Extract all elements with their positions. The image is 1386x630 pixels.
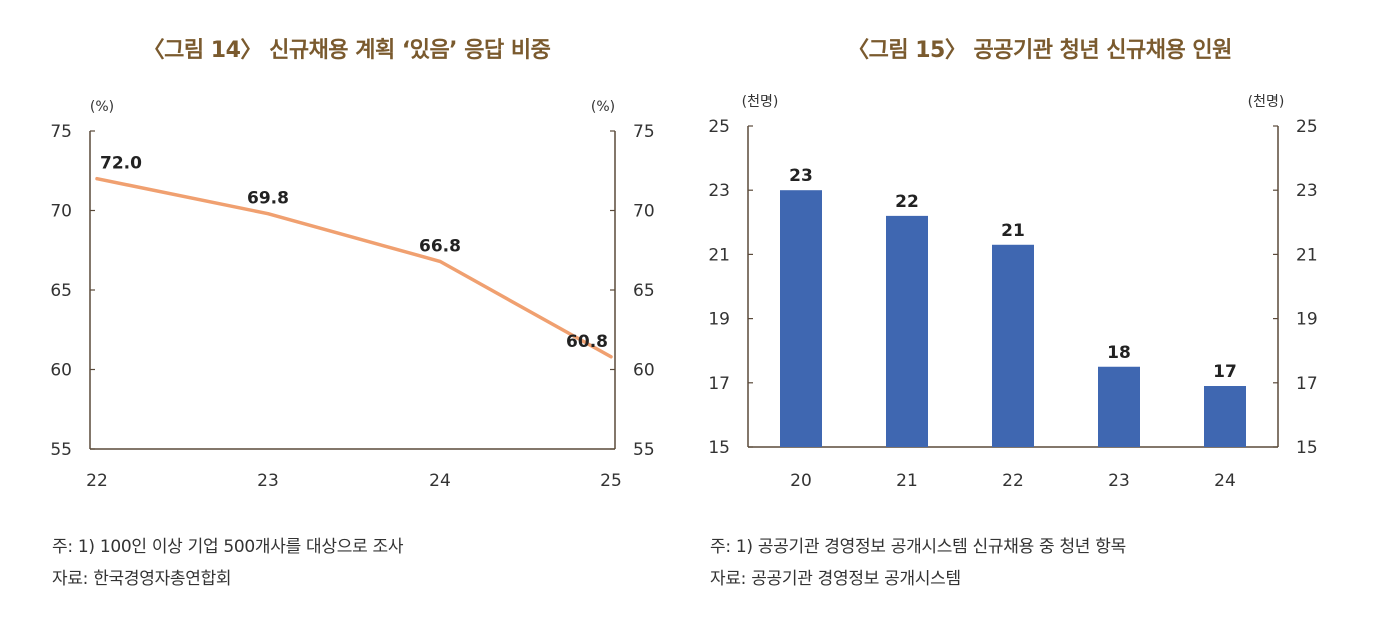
y-unit-right: (%): [591, 99, 615, 115]
y-tick-label-left: 17: [708, 374, 730, 394]
y-tick-label-left: 21: [708, 245, 730, 265]
bar: [1204, 386, 1246, 447]
data-label: 22: [895, 192, 919, 212]
line-chart: 55 55 60 60 65 65 70 70 75 75 (%) (%) 72.0 69.8 66.8 60…: [50, 99, 655, 491]
x-tick-label: 23: [1108, 471, 1130, 491]
data-point: [95, 177, 99, 181]
data-label: 72.0: [100, 154, 142, 174]
bar-chart: 15 15 17 17 19 19 21 21 23 23 25 25 (천명) (천명) 23 22 21 18…: [708, 94, 1318, 491]
y-tick-label-right: 21: [1296, 245, 1318, 265]
chart-source: 자료: 공공기관 경영정보 공개시스템: [710, 569, 961, 589]
y-tick-label-right: 15: [1296, 438, 1318, 458]
data-point: [266, 212, 270, 216]
x-tick-label: 21: [896, 471, 918, 491]
bar: [886, 215, 928, 447]
data-point: [438, 259, 442, 263]
y-tick-label-left: 75: [50, 122, 72, 142]
x-tick-label: 20: [790, 471, 812, 491]
y-tick-label-left: 25: [708, 117, 730, 137]
x-tick-label: 23: [257, 471, 279, 491]
data-label: 18: [1107, 343, 1131, 363]
y-tick-label-left: 60: [50, 361, 72, 381]
chart-source: 자료: 한국경영자총연합회: [52, 569, 232, 589]
y-tick-label-right: 23: [1296, 181, 1318, 201]
line-chart-panel: 〈그림 14〉 신규채용 계획 ‘있음’ 응답 비중 55 55 60 60 65 65 7…: [50, 38, 655, 589]
chart-title: 〈그림 14〉 신규채용 계획 ‘있음’ 응답 비중: [142, 38, 551, 63]
y-tick-label-right: 70: [633, 202, 655, 222]
y-tick-label-right: 55: [633, 440, 655, 460]
y-tick-label-left: 70: [50, 202, 72, 222]
y-tick-label-left: 65: [50, 281, 72, 301]
y-tick-label-right: 17: [1296, 374, 1318, 394]
y-tick-label-right: 19: [1296, 310, 1318, 330]
chart-note: 주: 1) 공공기관 경영정보 공개시스템 신규채용 중 청년 항목: [710, 537, 1126, 557]
x-tick-label: 25: [600, 471, 622, 491]
y-unit-left: (천명): [742, 94, 779, 110]
bar: [780, 190, 822, 447]
y-tick-label-right: 65: [633, 281, 655, 301]
data-label: 66.8: [419, 236, 461, 256]
x-tick-label: 22: [86, 471, 108, 491]
y-tick-label-right: 25: [1296, 117, 1318, 137]
data-point: [609, 355, 613, 359]
bar-chart-panel: 〈그림 15〉 공공기관 청년 신규채용 인원 15 15 17 17 19 19 21 21…: [693, 0, 1386, 630]
y-unit-right: (천명): [1248, 94, 1285, 110]
data-label: 60.8: [566, 332, 608, 352]
y-tick-label-left: 19: [708, 310, 730, 330]
data-label: 21: [1001, 221, 1025, 241]
y-tick-label-left: 23: [708, 181, 730, 201]
bar: [992, 244, 1034, 447]
bar: [1098, 366, 1140, 447]
y-tick-label-left: 55: [50, 440, 72, 460]
chart-note: 주: 1) 100인 이상 기업 500개사를 대상으로 조사: [52, 537, 404, 557]
x-tick-label: 22: [1002, 471, 1024, 491]
data-label: 69.8: [247, 189, 289, 209]
y-tick-label-right: 75: [633, 122, 655, 142]
data-label: 17: [1213, 362, 1237, 382]
chart-title: 〈그림 15〉 공공기관 청년 신규채용 인원: [847, 38, 1232, 63]
y-tick-label-left: 15: [708, 438, 730, 458]
y-tick-label-right: 60: [633, 361, 655, 381]
line-series: [95, 176, 613, 359]
data-label: 23: [789, 166, 813, 186]
x-tick-label: 24: [1214, 471, 1236, 491]
y-unit-left: (%): [90, 99, 114, 115]
x-tick-label: 24: [429, 471, 451, 491]
